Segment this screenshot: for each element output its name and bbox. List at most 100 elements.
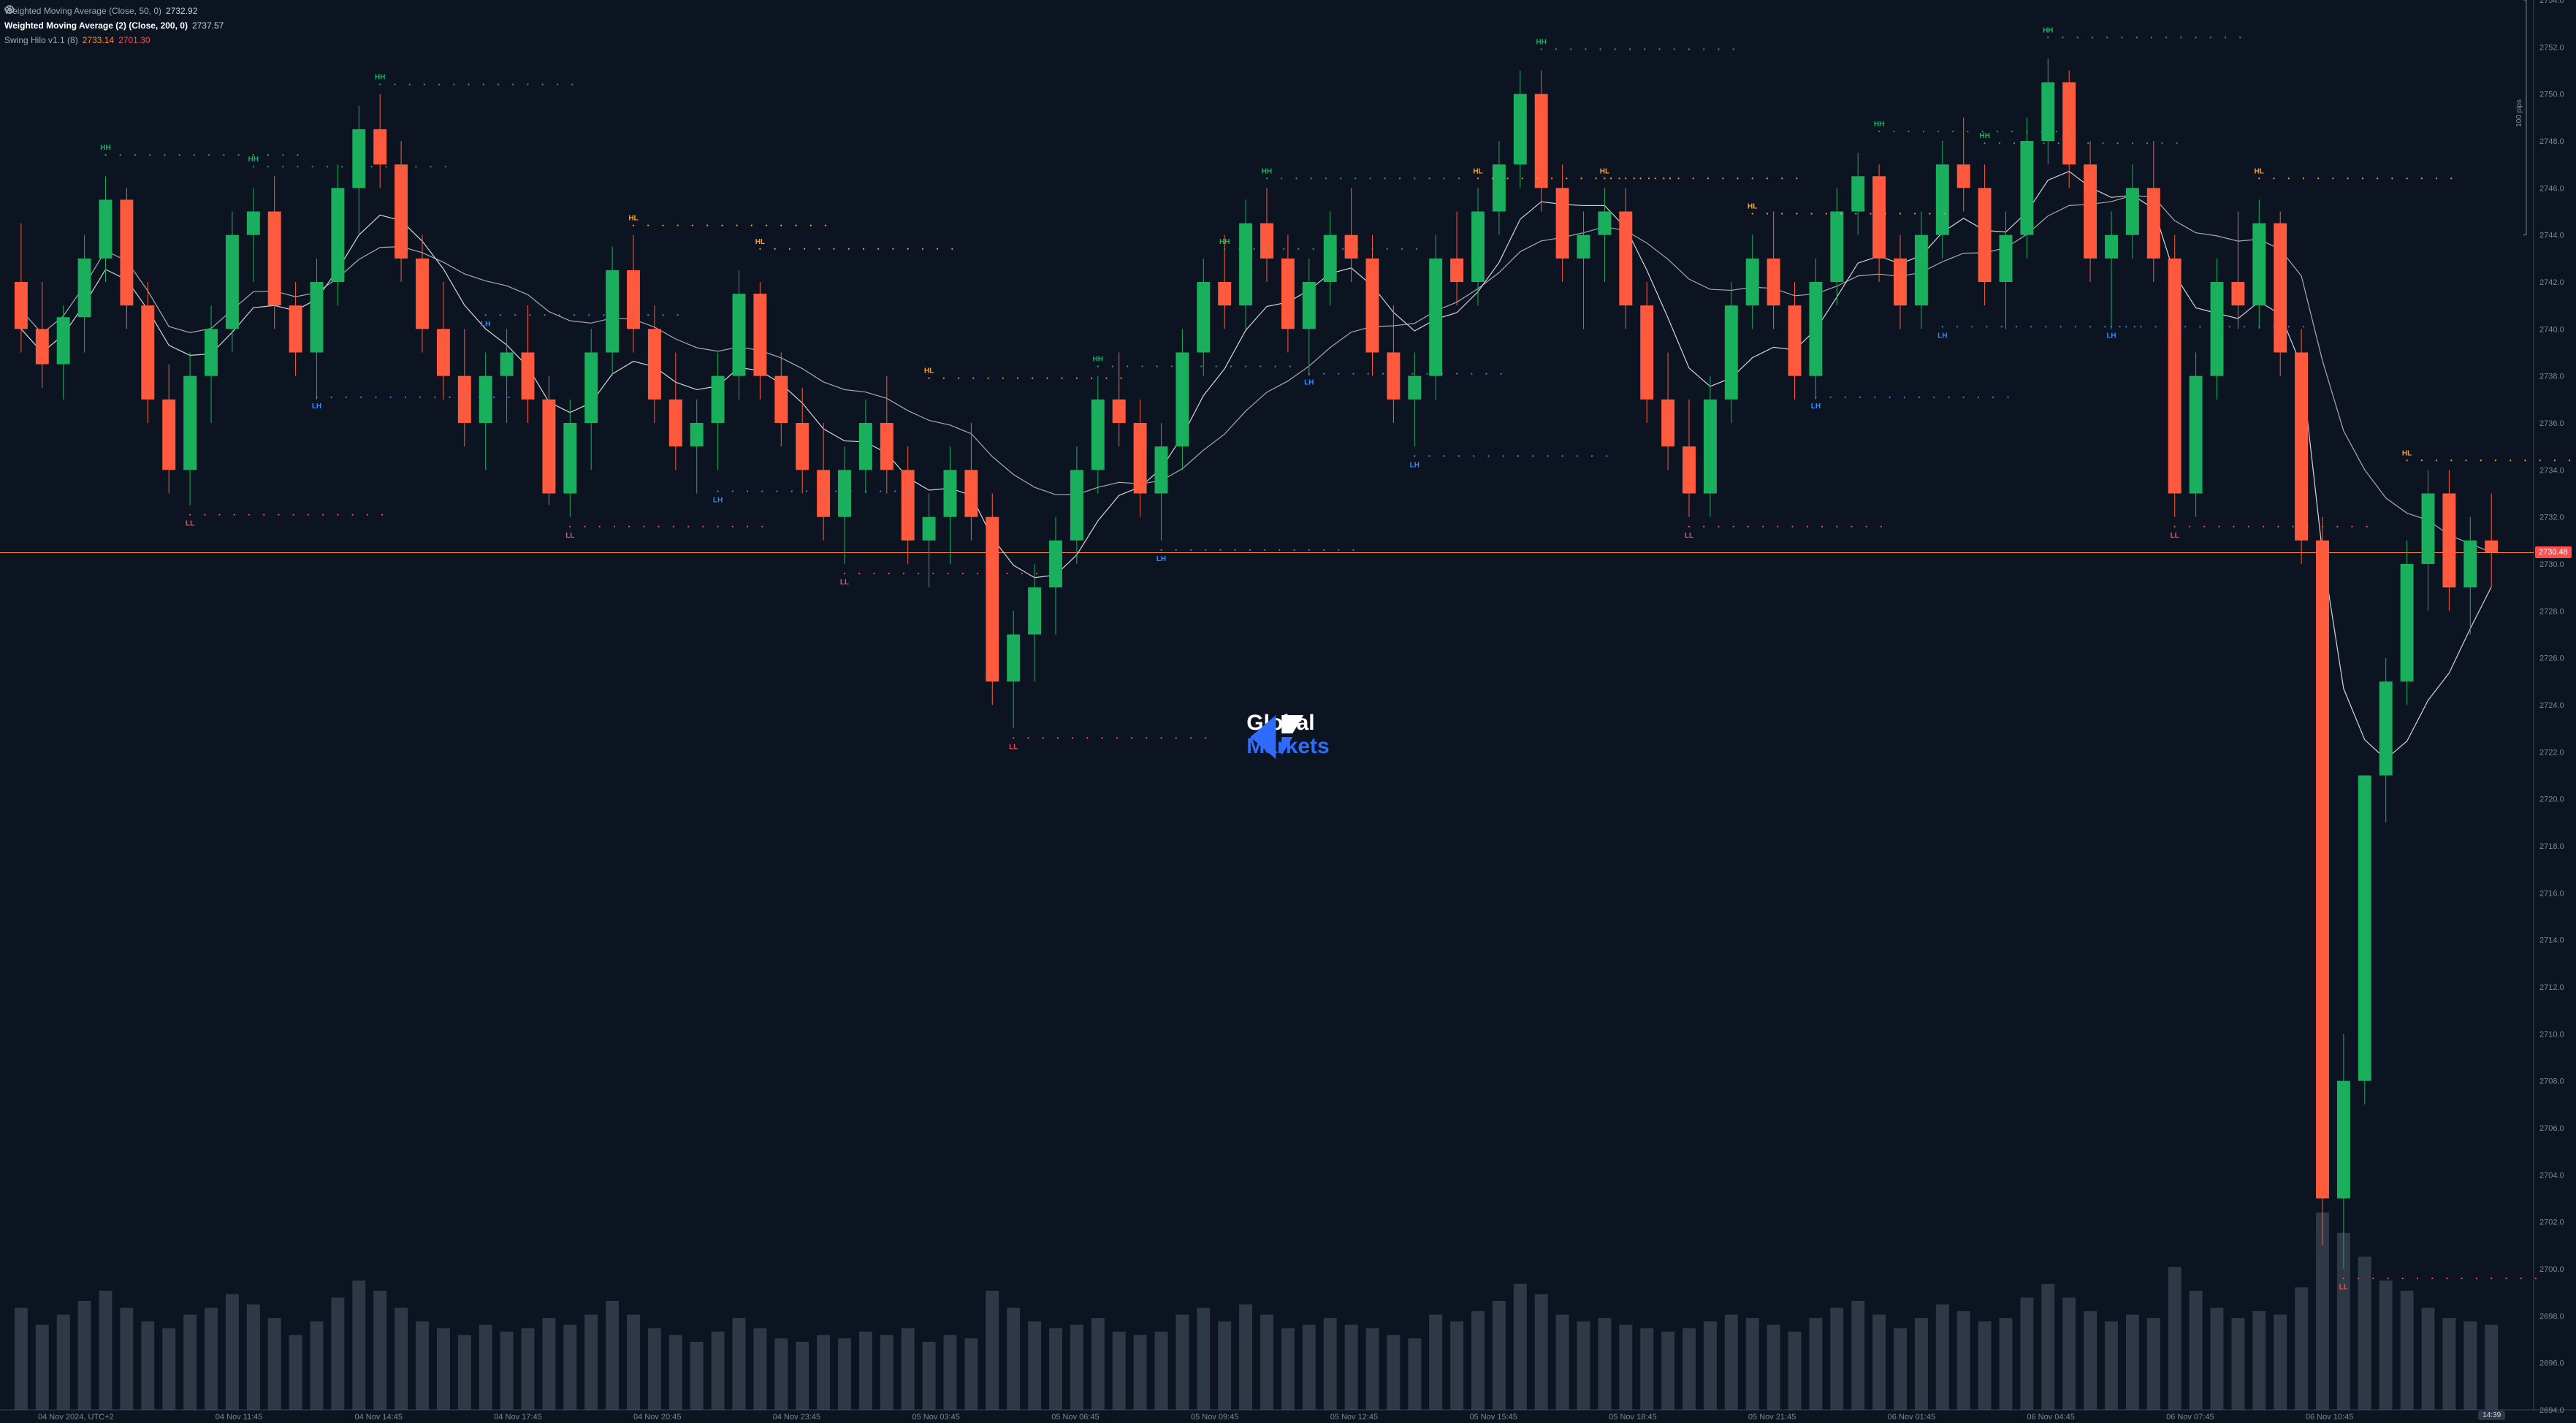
svg-text:HL: HL — [1473, 167, 1482, 175]
svg-text:HH: HH — [100, 144, 110, 152]
pips-scale-label: 100 pips — [2515, 99, 2523, 127]
svg-text:2706.0: 2706.0 — [2539, 1124, 2564, 1133]
svg-text:LH: LH — [1811, 403, 1821, 411]
svg-text:HH: HH — [1219, 238, 1230, 246]
svg-text:LL: LL — [186, 520, 194, 528]
svg-text:HL: HL — [1748, 203, 1757, 211]
indicator-name: Swing Hilo v1.1 (8) — [4, 34, 78, 47]
svg-text:LH: LH — [312, 403, 321, 411]
svg-text:HH: HH — [375, 74, 385, 82]
svg-text:2740.0: 2740.0 — [2539, 325, 2564, 334]
current-price-tag: 2730.48 — [2535, 546, 2572, 558]
svg-text:04 Nov 17:45: 04 Nov 17:45 — [494, 1413, 541, 1422]
svg-text:LH: LH — [1410, 461, 1420, 469]
svg-text:04 Nov 20:45: 04 Nov 20:45 — [633, 1413, 681, 1422]
indicator-legend: Weighted Moving Average (Close, 50, 0) 2… — [4, 4, 267, 48]
svg-text:2738.0: 2738.0 — [2539, 373, 2564, 381]
svg-text:2754.0: 2754.0 — [2539, 0, 2564, 5]
svg-text:HH: HH — [2043, 26, 2053, 34]
svg-text:2730.0: 2730.0 — [2539, 560, 2564, 569]
svg-text:2728.0: 2728.0 — [2539, 607, 2564, 616]
svg-text:2696.0: 2696.0 — [2539, 1359, 2564, 1368]
svg-text:LH: LH — [481, 320, 490, 328]
svg-text:LH: LH — [1304, 379, 1314, 387]
svg-text:06 Nov 04:45: 06 Nov 04:45 — [2027, 1413, 2074, 1422]
svg-text:2720.0: 2720.0 — [2539, 796, 2564, 804]
svg-text:05 Nov 12:45: 05 Nov 12:45 — [1330, 1413, 1378, 1422]
time-countdown-tag: 14:39 — [2478, 1411, 2505, 1420]
close-icon[interactable] — [257, 20, 267, 31]
svg-text:2748.0: 2748.0 — [2539, 137, 2564, 146]
svg-text:LH: LH — [1937, 332, 1947, 340]
svg-text:04 Nov 14:45: 04 Nov 14:45 — [355, 1413, 403, 1422]
svg-text:LH: LH — [1156, 555, 1166, 563]
svg-text:05 Nov 03:45: 05 Nov 03:45 — [912, 1413, 959, 1422]
indicator-value-a: 2733.14 — [83, 34, 114, 47]
svg-text:2716.0: 2716.0 — [2539, 889, 2564, 898]
price-chart[interactable]: 2694.0 2696.0 2698.0 2700.0 2702.0 2704.0 2706… — [0, 0, 2576, 1423]
svg-text:2702.0: 2702.0 — [2539, 1218, 2564, 1227]
svg-text:04 Nov 11:45: 04 Nov 11:45 — [216, 1413, 263, 1422]
svg-text:LL: LL — [2171, 532, 2179, 540]
svg-text:2752.0: 2752.0 — [2539, 43, 2564, 52]
svg-text:LL: LL — [2339, 1283, 2348, 1292]
svg-text:LH: LH — [713, 497, 723, 505]
svg-text:2708.0: 2708.0 — [2539, 1077, 2564, 1086]
svg-text:2724.0: 2724.0 — [2539, 701, 2564, 710]
svg-text:06 Nov 01:45: 06 Nov 01:45 — [1888, 1413, 1935, 1422]
svg-text:04 Nov 23:45: 04 Nov 23:45 — [773, 1413, 820, 1422]
svg-text:2746.0: 2746.0 — [2539, 184, 2564, 193]
svg-text:2698.0: 2698.0 — [2539, 1312, 2564, 1321]
indicator-value-b: 2701.30 — [118, 34, 150, 47]
svg-text:06 Nov 10:45: 06 Nov 10:45 — [2306, 1413, 2353, 1422]
svg-text:2714.0: 2714.0 — [2539, 936, 2564, 945]
eye-icon[interactable] — [228, 20, 238, 31]
svg-text:05 Nov 15:45: 05 Nov 15:45 — [1469, 1413, 1517, 1422]
svg-text:05 Nov 21:45: 05 Nov 21:45 — [1748, 1413, 1796, 1422]
svg-text:LL: LL — [565, 532, 574, 540]
indicator-value: 2737.57 — [192, 19, 224, 32]
svg-text:LL: LL — [840, 579, 849, 587]
svg-text:HL: HL — [2402, 449, 2412, 457]
svg-text:05 Nov 18:45: 05 Nov 18:45 — [1609, 1413, 1656, 1422]
svg-text:2726.0: 2726.0 — [2539, 655, 2564, 663]
svg-text:2718.0: 2718.0 — [2539, 842, 2564, 851]
indicator-row: Weighted Moving Average (Close, 50, 0) 2… — [4, 4, 267, 18]
svg-text:HH: HH — [1979, 132, 1989, 140]
svg-text:HL: HL — [1600, 167, 1609, 175]
svg-text:HH: HH — [1874, 121, 1884, 129]
indicator-name: Weighted Moving Average (Close, 50, 0) — [4, 4, 161, 18]
indicator-row: Weighted Moving Average (2) (Close, 200,… — [4, 19, 267, 32]
svg-text:2736.0: 2736.0 — [2539, 419, 2564, 428]
svg-text:HH: HH — [1093, 356, 1103, 364]
indicator-value: 2732.92 — [166, 4, 197, 18]
svg-text:HL: HL — [628, 215, 638, 223]
indicator-name: Weighted Moving Average (2) (Close, 200,… — [4, 19, 188, 32]
svg-text:2712.0: 2712.0 — [2539, 983, 2564, 992]
settings-icon[interactable] — [243, 20, 253, 31]
svg-text:LL: LL — [1009, 743, 1018, 751]
svg-text:HH: HH — [248, 156, 259, 164]
svg-text:05 Nov 09:45: 05 Nov 09:45 — [1191, 1413, 1238, 1422]
svg-text:2744.0: 2744.0 — [2539, 232, 2564, 240]
svg-text:2750.0: 2750.0 — [2539, 91, 2564, 99]
indicator-row: Swing Hilo v1.1 (8) 2733.14 2701.30 — [4, 34, 267, 47]
svg-text:LL: LL — [1685, 532, 1693, 540]
svg-text:HH: HH — [1536, 38, 1546, 46]
svg-text:2732.0: 2732.0 — [2539, 514, 2564, 522]
svg-text:2722.0: 2722.0 — [2539, 748, 2564, 757]
svg-text:2710.0: 2710.0 — [2539, 1030, 2564, 1039]
svg-text:LH: LH — [2106, 332, 2116, 340]
svg-text:2704.0: 2704.0 — [2539, 1171, 2564, 1180]
svg-text:06 Nov 07:45: 06 Nov 07:45 — [2166, 1413, 2214, 1422]
svg-text:2734.0: 2734.0 — [2539, 466, 2564, 475]
svg-text:05 Nov 06:45: 05 Nov 06:45 — [1051, 1413, 1099, 1422]
svg-text:2694.0: 2694.0 — [2539, 1406, 2564, 1415]
svg-text:HL: HL — [755, 238, 765, 246]
svg-text:2742.0: 2742.0 — [2539, 278, 2564, 287]
svg-text:HL: HL — [924, 367, 934, 375]
svg-text:HH: HH — [1262, 167, 1272, 175]
svg-text:HL: HL — [2255, 167, 2264, 175]
svg-text:2700.0: 2700.0 — [2539, 1265, 2564, 1274]
svg-text:04 Nov 2024, UTC+2: 04 Nov 2024, UTC+2 — [38, 1413, 114, 1422]
